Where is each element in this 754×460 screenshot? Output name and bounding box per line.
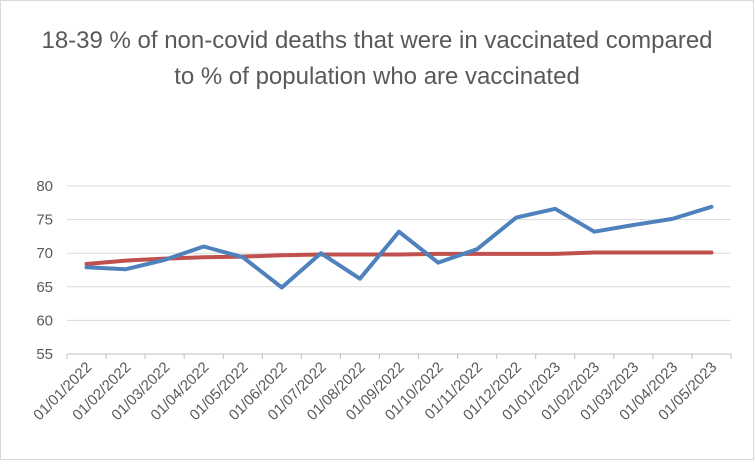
y-tick-label: 80 (36, 178, 53, 195)
x-axis (66, 353, 732, 359)
series-line-1 (84, 204, 714, 290)
series-line-2 (84, 250, 714, 266)
y-tick-label: 65 (36, 279, 53, 296)
y-tick-label: 75 (36, 212, 53, 229)
x-axis-ticks: 01/01/202201/02/202201/03/202201/04/2022… (30, 359, 720, 424)
y-tick-label: 70 (36, 245, 53, 262)
series (84, 204, 714, 290)
y-tick-label: 55 (36, 346, 53, 363)
y-tick-label: 60 (36, 312, 53, 329)
y-axis-ticks: 55 60 65 70 75 80 (36, 178, 53, 363)
chart-title: 18-39 % of non-covid deaths that were in… (41, 27, 713, 90)
